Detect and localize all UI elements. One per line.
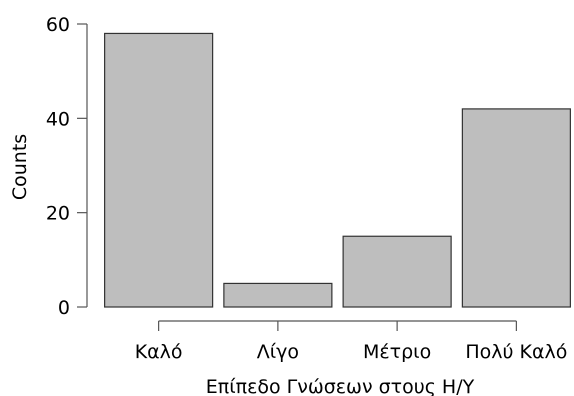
bar-2 — [342, 235, 452, 308]
x-tick-label-3: Πολύ Καλό — [465, 341, 567, 363]
y-tick-label-2: 40 — [46, 108, 70, 130]
x-axis-title: Επίπεδο Γνώσεων στους Η/Υ — [206, 376, 475, 396]
bar-0 — [104, 32, 214, 308]
bars-group — [104, 32, 571, 308]
y-tick-label-3: 60 — [46, 14, 70, 36]
x-tick-label-2: Μέτριο — [363, 341, 431, 363]
y-tick-label-1: 20 — [46, 203, 70, 225]
x-tick-label-1: Λίγο — [257, 341, 299, 363]
y-tick-label-0: 0 — [58, 297, 70, 319]
y-axis-title: Counts — [9, 134, 31, 200]
x-tick-label-0: Καλό — [135, 341, 183, 363]
x-axis: Καλό Λίγο Μέτριο Πολύ Καλό — [135, 320, 567, 363]
bar-3 — [461, 108, 571, 308]
bar-1 — [223, 282, 333, 308]
y-axis: 0 20 40 60 — [46, 14, 88, 319]
